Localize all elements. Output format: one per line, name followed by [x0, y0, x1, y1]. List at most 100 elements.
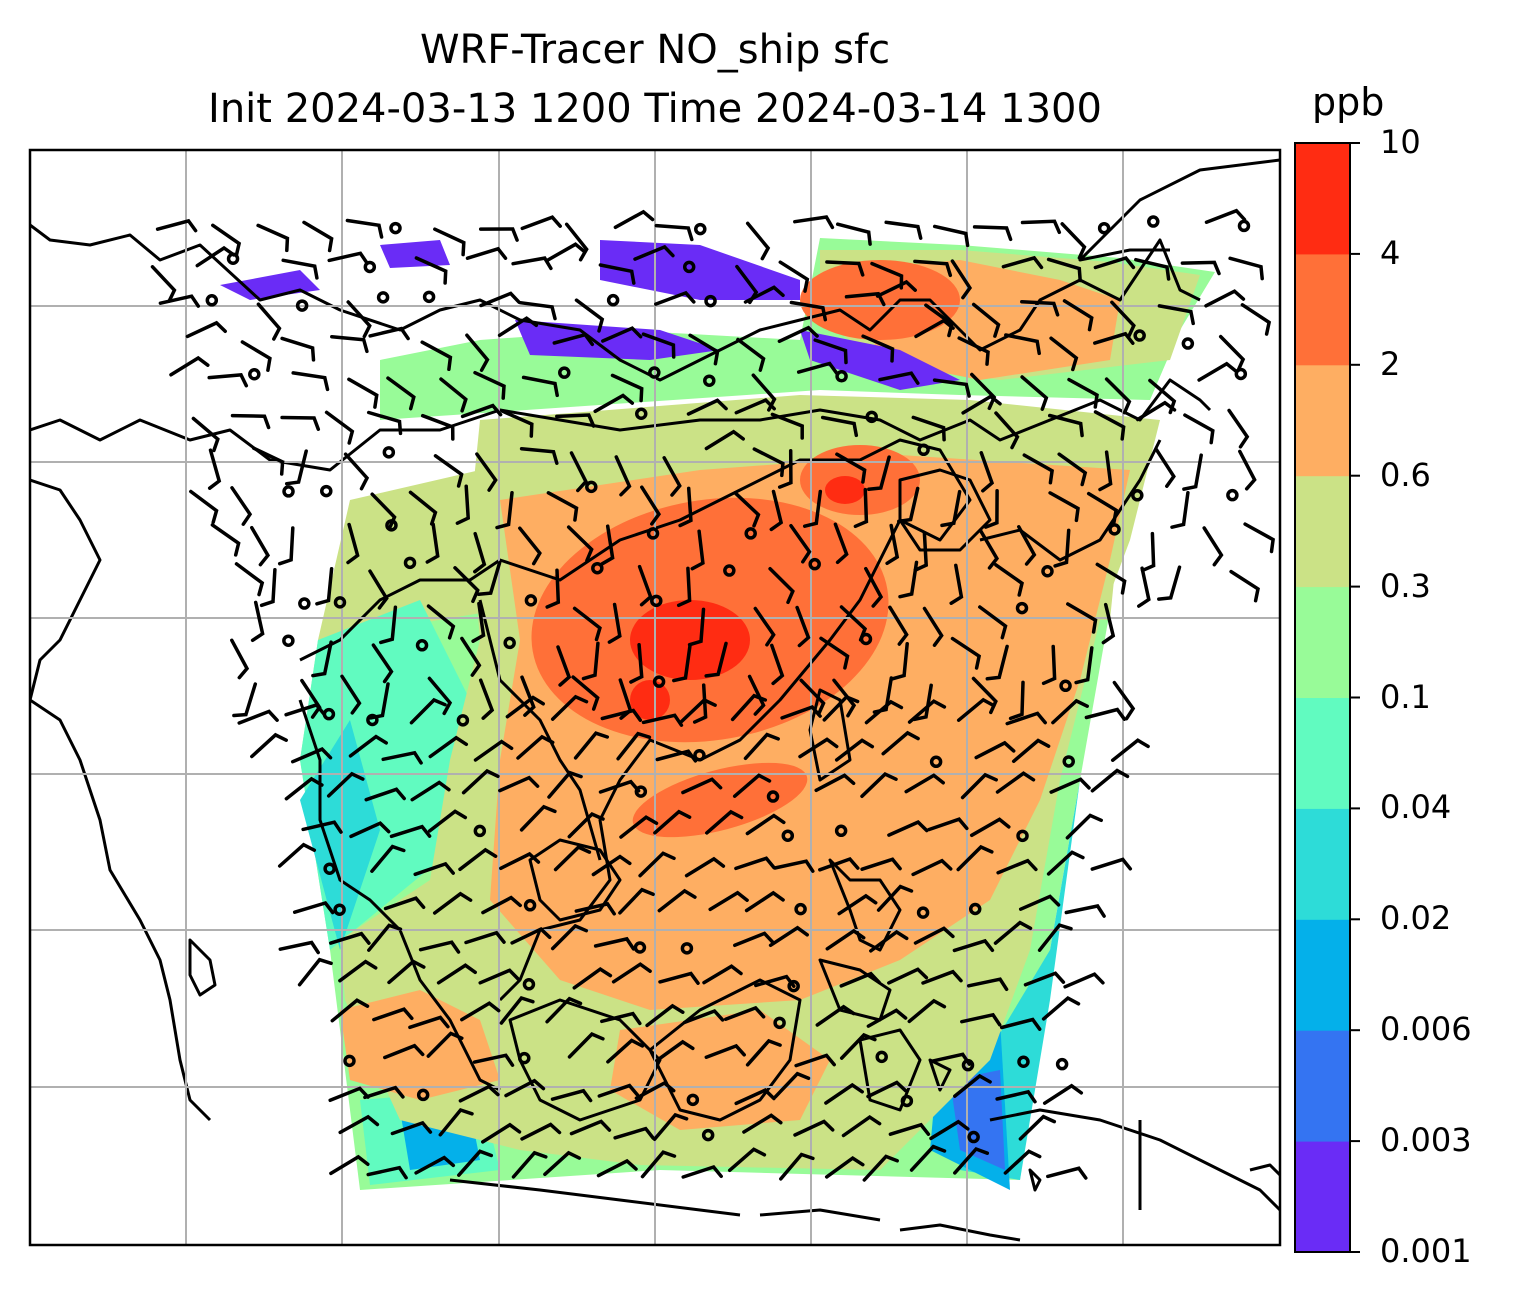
wind-barb — [950, 259, 973, 300]
calm-circle — [680, 942, 694, 955]
wind-barb — [995, 1089, 1037, 1104]
wind-barb — [747, 674, 766, 716]
wind-barb — [860, 857, 902, 871]
wind-barb — [346, 300, 372, 339]
wind-barb — [723, 1005, 766, 1021]
wind-barb — [897, 486, 920, 524]
wind-barb — [330, 998, 370, 1023]
calm-circle — [558, 366, 571, 379]
wind-barb — [890, 641, 909, 681]
wind-barb — [727, 1147, 767, 1173]
colorbar-band — [1295, 1141, 1350, 1253]
wind-barb — [458, 1084, 500, 1103]
calm-circle — [1234, 367, 1248, 381]
calm-circle — [634, 407, 648, 421]
wind-barb — [1202, 526, 1224, 567]
wind-barb — [230, 638, 250, 680]
wind-barb — [232, 682, 258, 718]
calm-circle — [865, 410, 878, 424]
wind-barb — [433, 227, 466, 257]
wind-barb — [510, 927, 552, 945]
wind-barb — [150, 265, 177, 303]
calm-circle — [1059, 679, 1072, 693]
wind-barb — [207, 373, 249, 388]
calm-circle — [366, 713, 379, 727]
wind-barb — [796, 361, 839, 375]
colorbar-tick-label: 2 — [1380, 344, 1401, 383]
calm-circle — [422, 290, 436, 304]
wind-barb — [328, 1086, 370, 1103]
wind-barb — [1018, 894, 1061, 911]
wind-barb — [702, 964, 743, 985]
wind-barb — [640, 1150, 677, 1179]
wind-barb — [550, 923, 589, 951]
calm-circle — [723, 564, 736, 577]
wind-barb — [600, 524, 615, 566]
wind-barb — [966, 977, 1009, 992]
calm-circle — [646, 527, 660, 540]
calm-circle — [916, 906, 930, 919]
chart-subtitle: Init 2024-03-13 1200 Time 2024-03-14 130… — [208, 86, 1102, 132]
colorbar-band — [1295, 475, 1350, 588]
wind-barb — [476, 560, 502, 596]
wind-barb — [240, 340, 272, 372]
wind-barb — [379, 605, 398, 645]
wind-barb — [640, 485, 662, 526]
coastline — [528, 838, 622, 922]
wind-barb — [795, 605, 811, 648]
wind-barb — [438, 1107, 474, 1137]
wind-barb — [619, 815, 659, 839]
wind-barb — [372, 1007, 414, 1022]
wind-barb — [301, 820, 343, 834]
wind-barb — [681, 1164, 723, 1179]
wind-barb — [1042, 1083, 1084, 1105]
wind-barb — [616, 731, 652, 761]
wind-barb — [1051, 698, 1089, 725]
wind-barb — [876, 884, 914, 912]
wind-barb — [770, 412, 804, 440]
wind-barb — [802, 489, 823, 528]
wind-barb — [550, 694, 589, 721]
wind-barb — [637, 564, 653, 607]
wind-barb — [556, 645, 572, 687]
wind-barb — [1020, 299, 1060, 317]
calm-circle — [794, 902, 807, 916]
calm-circle — [694, 222, 707, 236]
wind-barb — [994, 563, 1024, 597]
wind-barb — [436, 963, 477, 985]
wind-barb — [927, 817, 969, 832]
wind-barb — [778, 260, 810, 293]
wind-barb — [743, 285, 785, 304]
wind-barb — [822, 694, 860, 722]
wind-barb — [1017, 525, 1037, 566]
coastline — [858, 1028, 922, 1112]
wind-barb — [913, 926, 955, 945]
wind-barb — [799, 678, 826, 716]
wind-barb — [881, 730, 920, 756]
wind-barb — [913, 531, 929, 572]
wind-barb — [752, 447, 785, 478]
wind-barb — [368, 569, 389, 610]
wind-barb — [993, 920, 1033, 945]
wind-barb — [815, 1004, 856, 1027]
wind-barb — [367, 923, 403, 952]
colorbar-band — [1295, 808, 1350, 920]
wind-barb — [597, 1083, 640, 1098]
wind-barb — [911, 858, 953, 877]
wind-barb — [813, 338, 848, 365]
wind-barb — [654, 223, 694, 242]
wind-barb — [1046, 257, 1082, 283]
wind-barb — [611, 962, 652, 984]
wind-barb — [1048, 491, 1080, 523]
wind-barb — [420, 413, 455, 441]
calm-circle — [1226, 488, 1239, 502]
wind-barb — [237, 709, 279, 725]
wind-barb — [1090, 768, 1130, 793]
wind-barb — [832, 678, 857, 718]
wind-barb — [1204, 208, 1247, 224]
wind-barb — [860, 772, 898, 799]
wind-barb — [552, 332, 595, 347]
wind-barb — [569, 1119, 612, 1136]
wind-barb — [745, 221, 771, 261]
wind-barb — [961, 394, 1002, 415]
